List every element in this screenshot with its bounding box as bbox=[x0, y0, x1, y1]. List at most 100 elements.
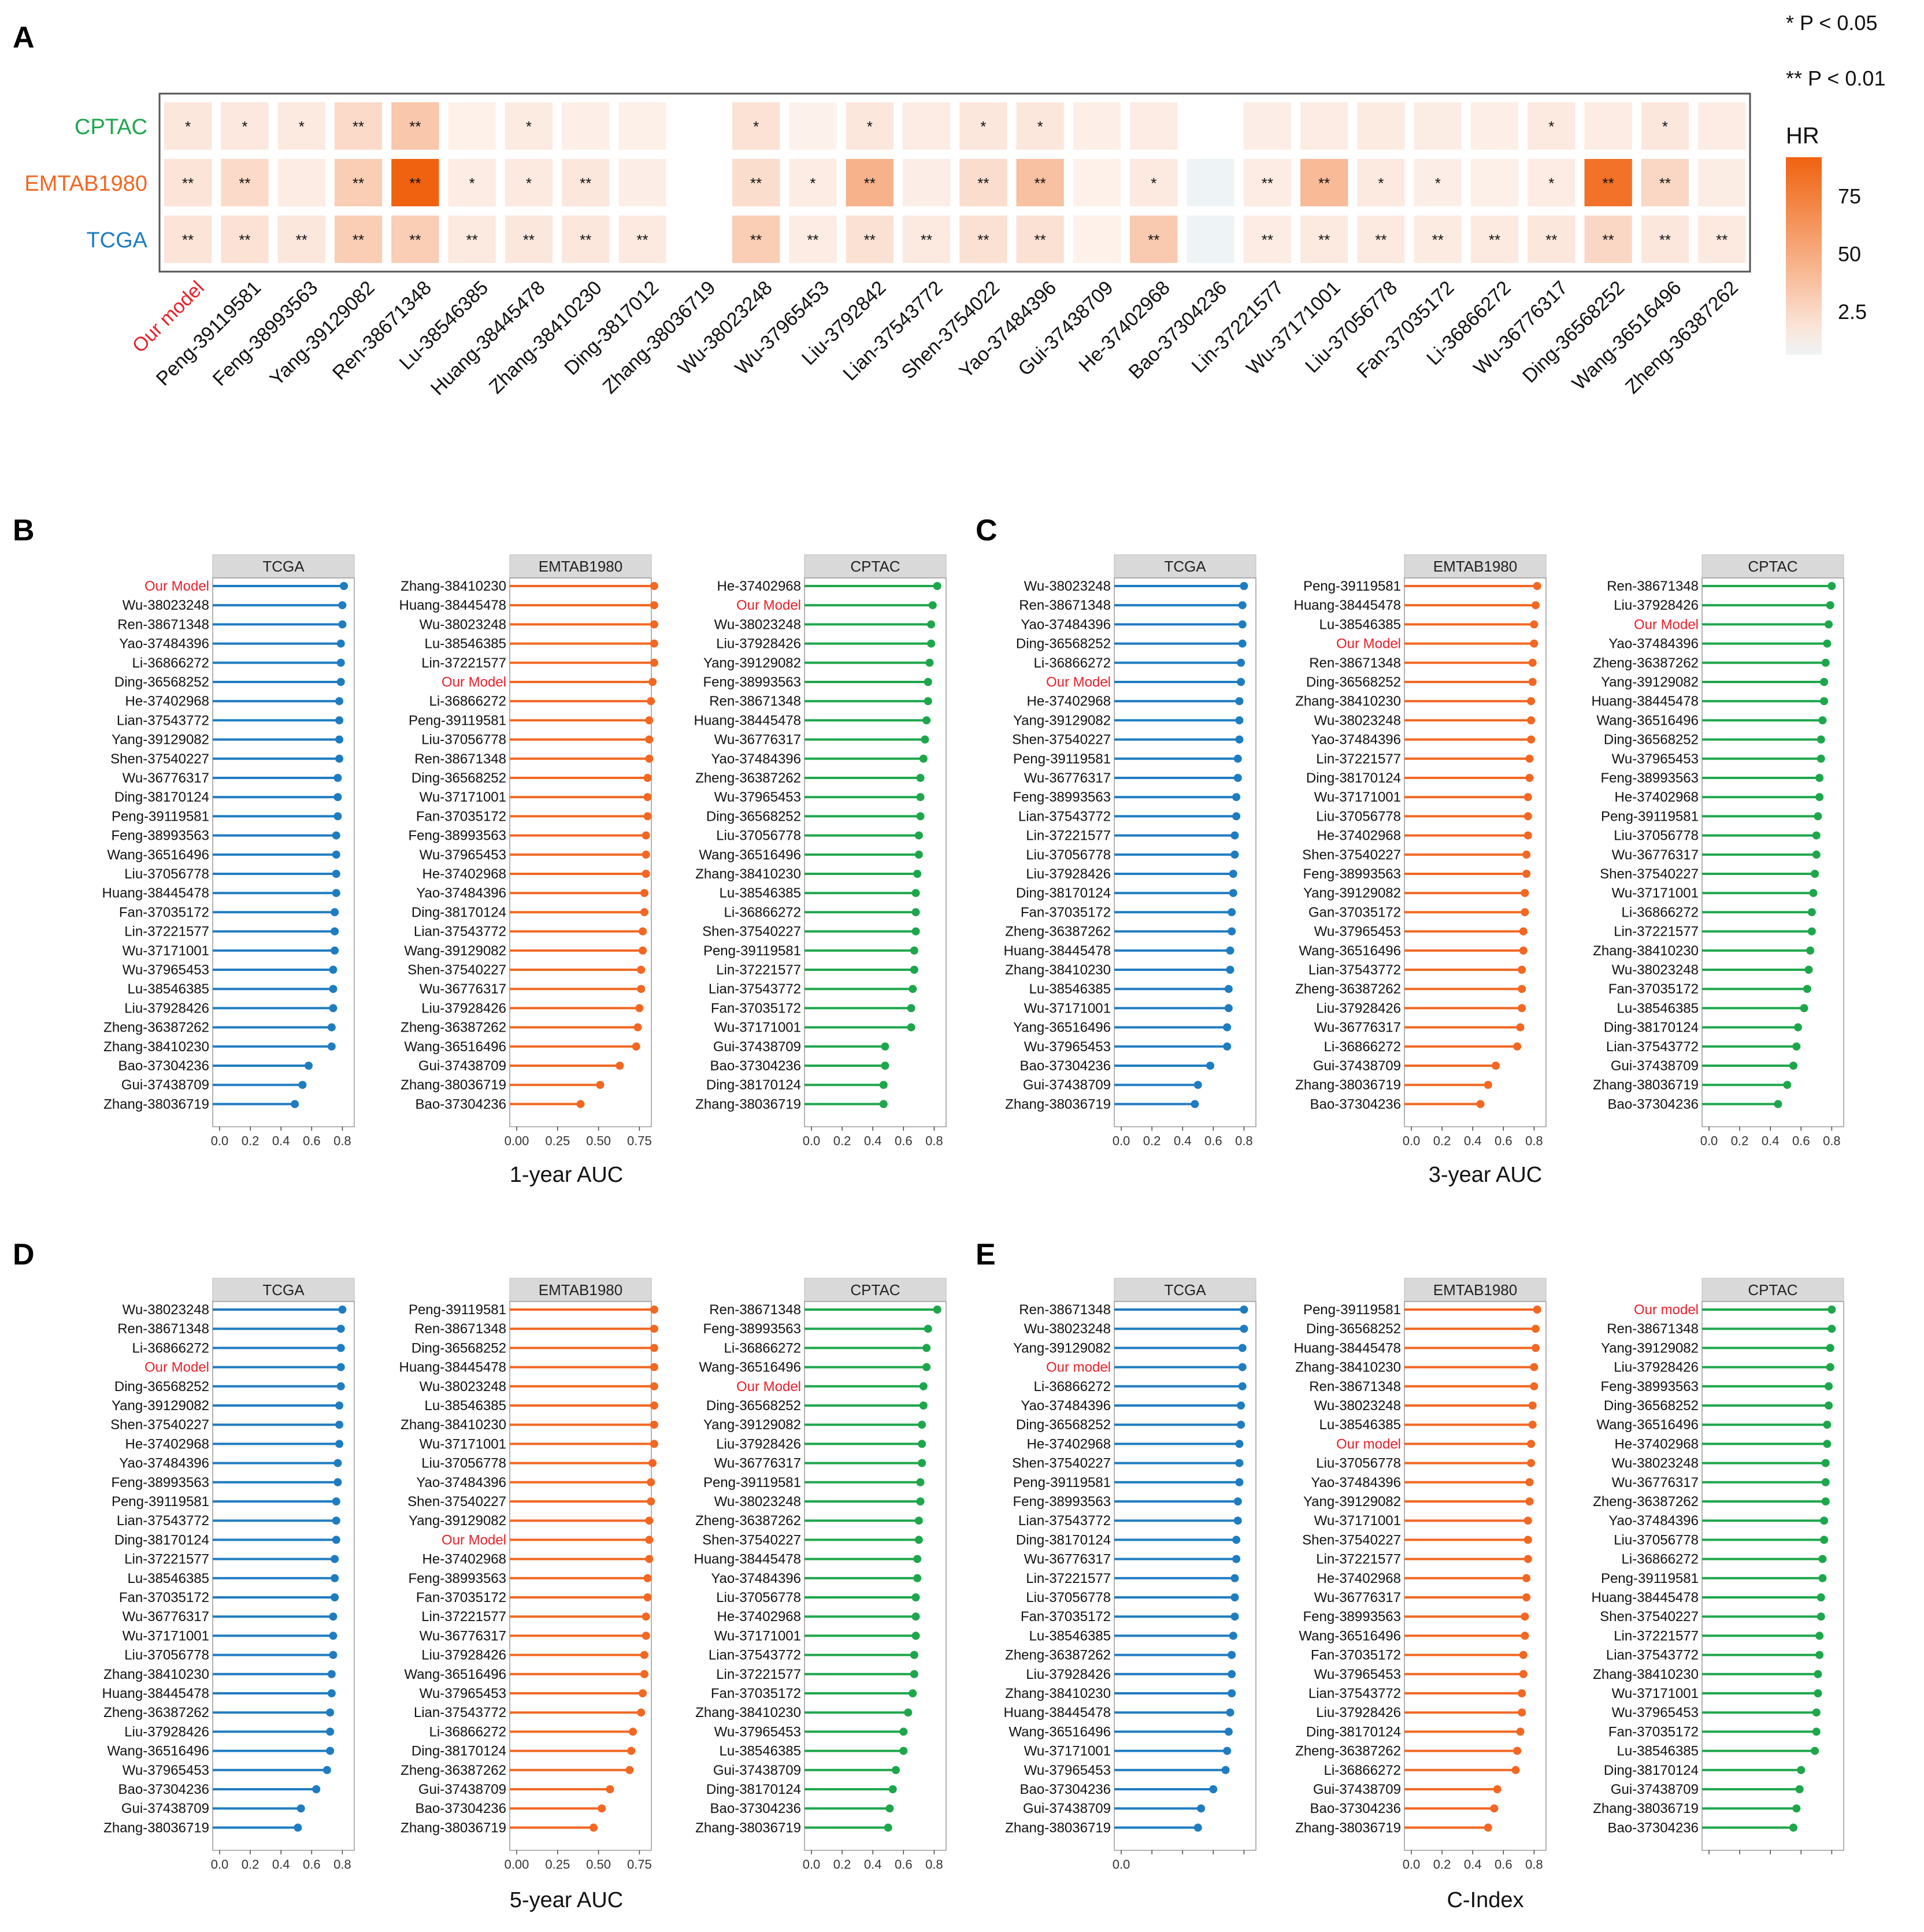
lollipop-dot bbox=[1815, 1631, 1824, 1640]
lollipop-dot bbox=[340, 582, 349, 590]
lollipop-dot bbox=[924, 697, 932, 706]
lollipop-dot bbox=[640, 1651, 648, 1659]
heatmap-cell bbox=[789, 216, 837, 263]
model-label: Wu-37171001 bbox=[123, 943, 209, 959]
lollipop-dot bbox=[1523, 1536, 1532, 1544]
lollipop-dot bbox=[885, 1804, 894, 1813]
heatmap-cell bbox=[1698, 216, 1746, 263]
model-label: Fan-37035172 bbox=[119, 1590, 209, 1605]
lollipop-dot bbox=[635, 1004, 644, 1013]
model-label: Wu-36776317 bbox=[1612, 1475, 1699, 1490]
model-label: Peng-39119581 bbox=[112, 1494, 209, 1510]
lollipop-dot bbox=[1233, 754, 1242, 763]
lollipop-dot bbox=[913, 1555, 922, 1563]
lollipop-dot bbox=[332, 850, 340, 859]
model-label: Fan-37035172 bbox=[416, 809, 506, 824]
lollipop-dot bbox=[1233, 1516, 1242, 1525]
lollipop-dot bbox=[598, 1804, 606, 1813]
significance-star: * bbox=[1378, 175, 1384, 192]
lollipop-dot bbox=[643, 793, 652, 802]
lollipop-dot bbox=[1209, 1785, 1218, 1793]
lollipop-dot bbox=[1528, 1401, 1537, 1410]
heatmap-cell bbox=[1016, 102, 1064, 150]
lollipop-dot bbox=[1523, 831, 1532, 840]
lollipop-dot bbox=[331, 1555, 339, 1563]
lollipop-dot bbox=[650, 601, 658, 610]
model-label: Peng-39119581 bbox=[1013, 1475, 1111, 1490]
lollipop-dot bbox=[1206, 1062, 1214, 1070]
model-label: Our Model bbox=[736, 1379, 801, 1395]
lollipop-dot bbox=[1527, 1459, 1536, 1467]
model-label: Our model bbox=[1046, 1360, 1111, 1375]
heatmap-cell bbox=[846, 102, 894, 150]
model-label: Wu-38023248 bbox=[714, 1494, 801, 1510]
heatmap-cell bbox=[902, 216, 951, 263]
heatmap-cell bbox=[1016, 216, 1064, 263]
significance-star: * bbox=[185, 118, 191, 135]
lollipop-dot bbox=[590, 1823, 598, 1832]
lollipop-dot bbox=[322, 1766, 331, 1774]
heatmap-cell bbox=[1584, 216, 1632, 263]
lollipop-dot bbox=[914, 1516, 923, 1525]
model-label: Peng-39119581 bbox=[1303, 1302, 1401, 1318]
model-label: He-37402968 bbox=[422, 1552, 506, 1567]
lollipop-dot bbox=[637, 985, 646, 993]
lollipop-dot bbox=[650, 658, 658, 667]
model-label: Liu-37056778 bbox=[1026, 847, 1111, 863]
model-label: Wang-36516496 bbox=[1596, 1417, 1699, 1433]
model-label: Liu-37928426 bbox=[1026, 866, 1111, 882]
lollipop-dot bbox=[1532, 1344, 1540, 1352]
facet-plot-frame bbox=[212, 1301, 355, 1851]
facet-strip bbox=[1404, 1278, 1547, 1302]
model-label: Yang-39129082 bbox=[1601, 1340, 1699, 1356]
lollipop-dot bbox=[642, 850, 650, 859]
model-label: Wu-38023248 bbox=[1024, 579, 1111, 594]
heatmap-cell bbox=[1357, 216, 1405, 263]
model-label: Yang-39129082 bbox=[1013, 713, 1111, 728]
model-label: He-37402968 bbox=[1027, 1436, 1111, 1452]
significance-star: ** bbox=[296, 231, 307, 249]
lollipop-dot bbox=[911, 1631, 920, 1640]
model-label: Feng-38993563 bbox=[703, 674, 801, 690]
lollipop-dot bbox=[1789, 1062, 1798, 1070]
model-label: Zhang-38036719 bbox=[1005, 1820, 1111, 1835]
panel-b-lollipop: TCGA 0.0 0.2 0.4 0.6 0.8 Our Model Wu-38023248 R… bbox=[102, 554, 947, 1187]
lollipop-dot bbox=[1820, 678, 1829, 686]
heatmap-cell bbox=[1470, 216, 1519, 263]
lollipop-dot bbox=[907, 1023, 915, 1032]
lollipop-dot bbox=[1237, 678, 1245, 686]
lollipop-dot bbox=[911, 889, 920, 898]
lollipop-dot bbox=[922, 1363, 931, 1371]
model-label: Wu-36776317 bbox=[1612, 847, 1699, 863]
model-label: Li-36866272 bbox=[1034, 655, 1111, 671]
lollipop-dot bbox=[924, 678, 932, 686]
model-label: Huang-38445478 bbox=[1294, 1340, 1402, 1356]
lollipop-dot bbox=[1827, 582, 1836, 590]
model-label: Wu-37171001 bbox=[420, 789, 506, 805]
lollipop-dot bbox=[1228, 908, 1236, 917]
lollipop-dot bbox=[650, 1421, 658, 1429]
facet-title-cptac: CPTAC bbox=[1748, 1281, 1797, 1299]
axis-tick-label: 0.0 bbox=[1403, 1857, 1421, 1872]
heatmap-cell bbox=[164, 159, 212, 206]
model-label: Lin-37221577 bbox=[1614, 924, 1699, 940]
lollipop-dot bbox=[1815, 793, 1824, 802]
model-label: Wu-36776317 bbox=[123, 1609, 209, 1625]
lollipop-dot bbox=[1228, 927, 1236, 936]
model-label: Zhang-38410230 bbox=[695, 866, 801, 882]
facet-strip bbox=[1114, 1278, 1256, 1302]
lollipop-dot bbox=[640, 889, 648, 898]
lollipop-dot bbox=[1522, 1593, 1531, 1601]
lollipop-dot bbox=[1818, 1574, 1827, 1582]
model-label: Ding-38170124 bbox=[706, 1077, 801, 1093]
lollipop-dot bbox=[1530, 1382, 1539, 1390]
panel-e-lollipop: TCGA 0.0 Ren-38671348 Wu-38023248 Yang-39129… bbox=[1004, 1278, 1844, 1912]
axis-tick-label: 0.4 bbox=[1464, 1857, 1482, 1872]
lollipop-dot bbox=[888, 1785, 897, 1793]
heatmap-cell bbox=[1641, 216, 1689, 263]
legend-sig-p05: * P < 0.05 bbox=[1786, 11, 1877, 35]
significance-star: ** bbox=[409, 231, 421, 249]
model-label: Ren-38671348 bbox=[1309, 655, 1401, 671]
model-label: Shen-37540227 bbox=[1600, 866, 1699, 882]
